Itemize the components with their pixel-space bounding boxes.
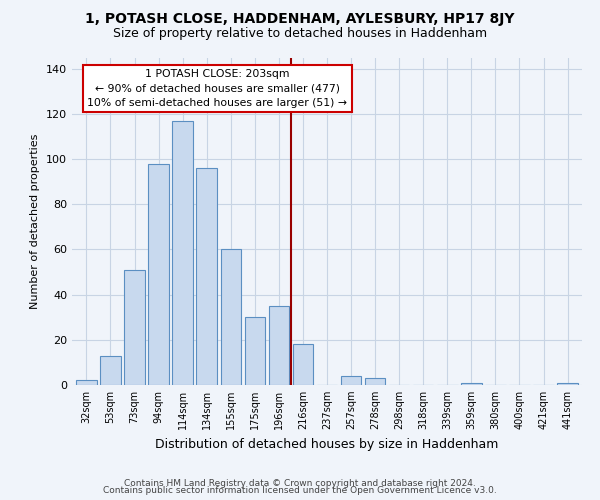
Bar bbox=[293, 344, 313, 385]
Bar bbox=[269, 306, 289, 385]
Text: Contains public sector information licensed under the Open Government Licence v3: Contains public sector information licen… bbox=[103, 486, 497, 495]
Bar bbox=[221, 250, 241, 385]
Text: 1 POTASH CLOSE: 203sqm
← 90% of detached houses are smaller (477)
10% of semi-de: 1 POTASH CLOSE: 203sqm ← 90% of detached… bbox=[88, 69, 347, 108]
Bar bbox=[76, 380, 97, 385]
Bar bbox=[245, 317, 265, 385]
Bar bbox=[341, 376, 361, 385]
Text: Size of property relative to detached houses in Haddenham: Size of property relative to detached ho… bbox=[113, 28, 487, 40]
Bar bbox=[148, 164, 169, 385]
Y-axis label: Number of detached properties: Number of detached properties bbox=[31, 134, 40, 309]
Bar bbox=[196, 168, 217, 385]
Text: 1, POTASH CLOSE, HADDENHAM, AYLESBURY, HP17 8JY: 1, POTASH CLOSE, HADDENHAM, AYLESBURY, H… bbox=[85, 12, 515, 26]
Bar bbox=[100, 356, 121, 385]
Bar bbox=[557, 382, 578, 385]
Bar bbox=[124, 270, 145, 385]
Bar bbox=[461, 382, 482, 385]
Bar bbox=[172, 120, 193, 385]
Bar bbox=[365, 378, 385, 385]
X-axis label: Distribution of detached houses by size in Haddenham: Distribution of detached houses by size … bbox=[155, 438, 499, 450]
Text: Contains HM Land Registry data © Crown copyright and database right 2024.: Contains HM Land Registry data © Crown c… bbox=[124, 478, 476, 488]
